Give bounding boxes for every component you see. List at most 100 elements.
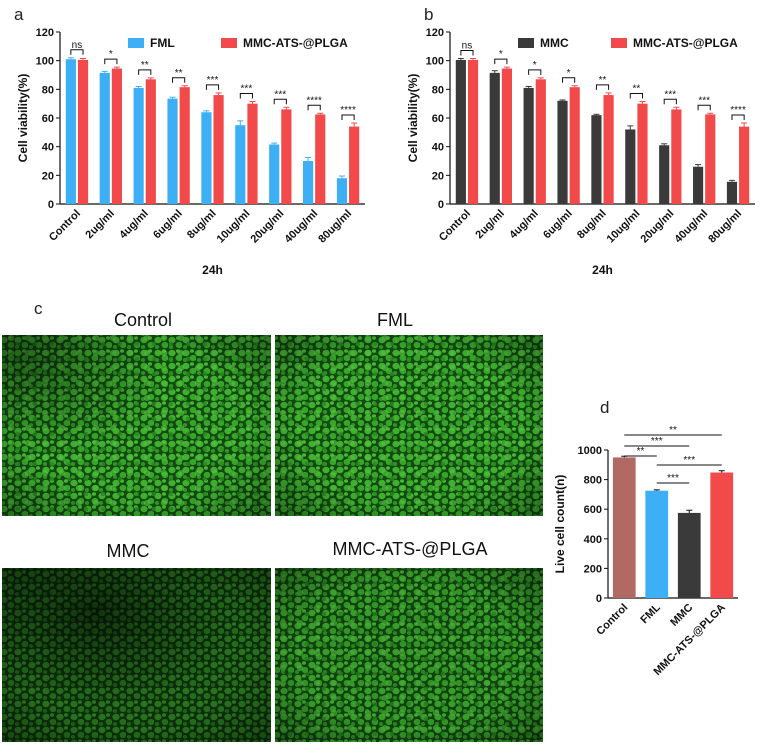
image-fml xyxy=(275,335,543,516)
significance-label: ns xyxy=(72,40,83,51)
bar-mmc-ats-plga xyxy=(349,126,360,204)
legend-label: FML xyxy=(150,36,175,50)
bar-fml xyxy=(336,178,348,204)
y-tick-label: 60 xyxy=(42,113,54,125)
bar-mmc xyxy=(693,166,704,204)
bar xyxy=(612,457,636,598)
significance-label: ** xyxy=(141,60,149,71)
y-tick-label: 1000 xyxy=(578,445,602,457)
viability-chart-mmc: b 0 20 40 60 80 100 120 Cell viability(%) ns Cont… xyxy=(406,5,755,277)
y-tick-label: 120 xyxy=(36,27,54,39)
legend-swatch xyxy=(128,38,144,48)
y-tick-label: 0 xyxy=(438,199,444,211)
significance-bracket xyxy=(460,50,474,56)
bar-mmc xyxy=(726,181,738,204)
image-label-mmc-ats-plga: MMC-ATS-@PLGA xyxy=(333,539,488,559)
bar-mmc-ats-plga xyxy=(603,95,614,204)
significance-bracket xyxy=(697,104,711,111)
comparison-label: ** xyxy=(637,446,645,457)
image-mmc-ats-plga xyxy=(275,568,543,742)
x-tick-label: 40ug/ml xyxy=(672,208,710,246)
bar-mmc xyxy=(625,129,636,204)
x-tick-label: 2ug/ml xyxy=(83,208,117,242)
x-tick-label: 80ug/ml xyxy=(706,208,744,246)
significance-label: *** xyxy=(207,75,219,86)
significance-bracket xyxy=(205,84,220,90)
y-axis-title: Cell viability(%) xyxy=(406,74,420,163)
significance-bracket xyxy=(562,77,576,83)
bar-mmc-ats-plga xyxy=(739,126,750,204)
significance-bracket xyxy=(663,98,677,105)
bar xyxy=(710,472,734,598)
y-tick-label: 120 xyxy=(426,27,444,39)
bar-mmc xyxy=(523,87,534,204)
y-tick-label: 200 xyxy=(584,563,602,575)
legend-swatch xyxy=(518,38,534,48)
bar-fml xyxy=(133,87,144,204)
bar-mmc xyxy=(659,145,670,204)
x-tick-label: 8ug/ml xyxy=(575,208,609,242)
x-tick-label: Control xyxy=(594,602,630,638)
bar-mmc-ats-plga xyxy=(281,109,292,204)
x-tick-label: 40ug/ml xyxy=(282,208,320,246)
image-mmc xyxy=(2,568,271,742)
bar-mmc xyxy=(489,72,500,204)
legend-label: MMC-ATS-@PLGA xyxy=(243,36,348,50)
x-tick-label: 20ug/ml xyxy=(249,208,287,246)
x-axis-title: 24h xyxy=(202,263,223,277)
bar xyxy=(677,512,701,598)
bar-mmc xyxy=(455,59,466,205)
legend-swatch xyxy=(221,38,237,48)
y-tick-label: 20 xyxy=(432,170,444,182)
bar-fml xyxy=(65,59,76,204)
significance-label: * xyxy=(567,68,571,79)
y-tick-label: 40 xyxy=(42,142,54,154)
comparison-label: *** xyxy=(667,473,679,484)
significance-label: ** xyxy=(175,68,183,79)
significance-label: * xyxy=(109,49,113,60)
y-tick-label: 60 xyxy=(432,113,444,125)
y-tick-label: 40 xyxy=(432,142,444,154)
x-tick-label: FML xyxy=(638,601,663,626)
significance-bracket xyxy=(138,69,152,75)
significance-label: * xyxy=(533,60,537,71)
y-tick-label: 600 xyxy=(584,504,602,516)
y-axis-title: Live cell count(n) xyxy=(553,475,567,574)
legend-swatch xyxy=(611,38,627,48)
significance-label: * xyxy=(499,49,503,60)
x-tick-label: 10ug/ml xyxy=(215,208,253,246)
legend-label: MMC-ATS-@PLGA xyxy=(633,36,738,50)
y-tick-label: 800 xyxy=(584,475,602,487)
bar-mmc xyxy=(557,100,568,204)
bar-mmc-ats-plga xyxy=(467,59,479,205)
y-tick-label: 100 xyxy=(36,56,54,68)
y-tick-label: 80 xyxy=(432,84,444,96)
bar-mmc-ats-plga xyxy=(247,103,258,204)
image-control xyxy=(2,335,271,516)
significance-label: ns xyxy=(462,41,473,52)
significance-bracket xyxy=(307,104,321,111)
x-tick-label: 80ug/ml xyxy=(316,208,354,246)
y-tick-label: 0 xyxy=(596,593,602,605)
live-cell-count-chart: d 0 200 400 600 800 1000 Live cell count(n) Con… xyxy=(553,398,738,678)
y-tick-label: 80 xyxy=(42,84,54,96)
panel-label-c: c xyxy=(34,299,43,318)
x-tick-label: Control xyxy=(437,208,473,244)
image-label-control: Control xyxy=(114,310,172,330)
viability-chart-fml: a 0 20 40 60 80 100 120 Cell viability(%) ns Cont… xyxy=(14,5,365,277)
bar-mmc-ats-plga xyxy=(501,68,512,204)
significance-bracket xyxy=(731,114,745,121)
x-tick-label: 2ug/ml xyxy=(473,208,507,242)
significance-label: **** xyxy=(340,105,356,116)
bar-fml xyxy=(167,98,178,204)
comparison-label: *** xyxy=(683,455,695,466)
significance-bracket xyxy=(70,49,84,55)
image-label-fml: FML xyxy=(377,310,413,330)
significance-bracket xyxy=(595,84,610,90)
significance-bracket xyxy=(629,93,643,99)
bar-fml xyxy=(235,125,246,204)
significance-bracket xyxy=(494,58,508,65)
x-axis-title: 24h xyxy=(592,263,613,277)
significance-label: ** xyxy=(632,84,640,95)
y-tick-label: 100 xyxy=(426,56,444,68)
